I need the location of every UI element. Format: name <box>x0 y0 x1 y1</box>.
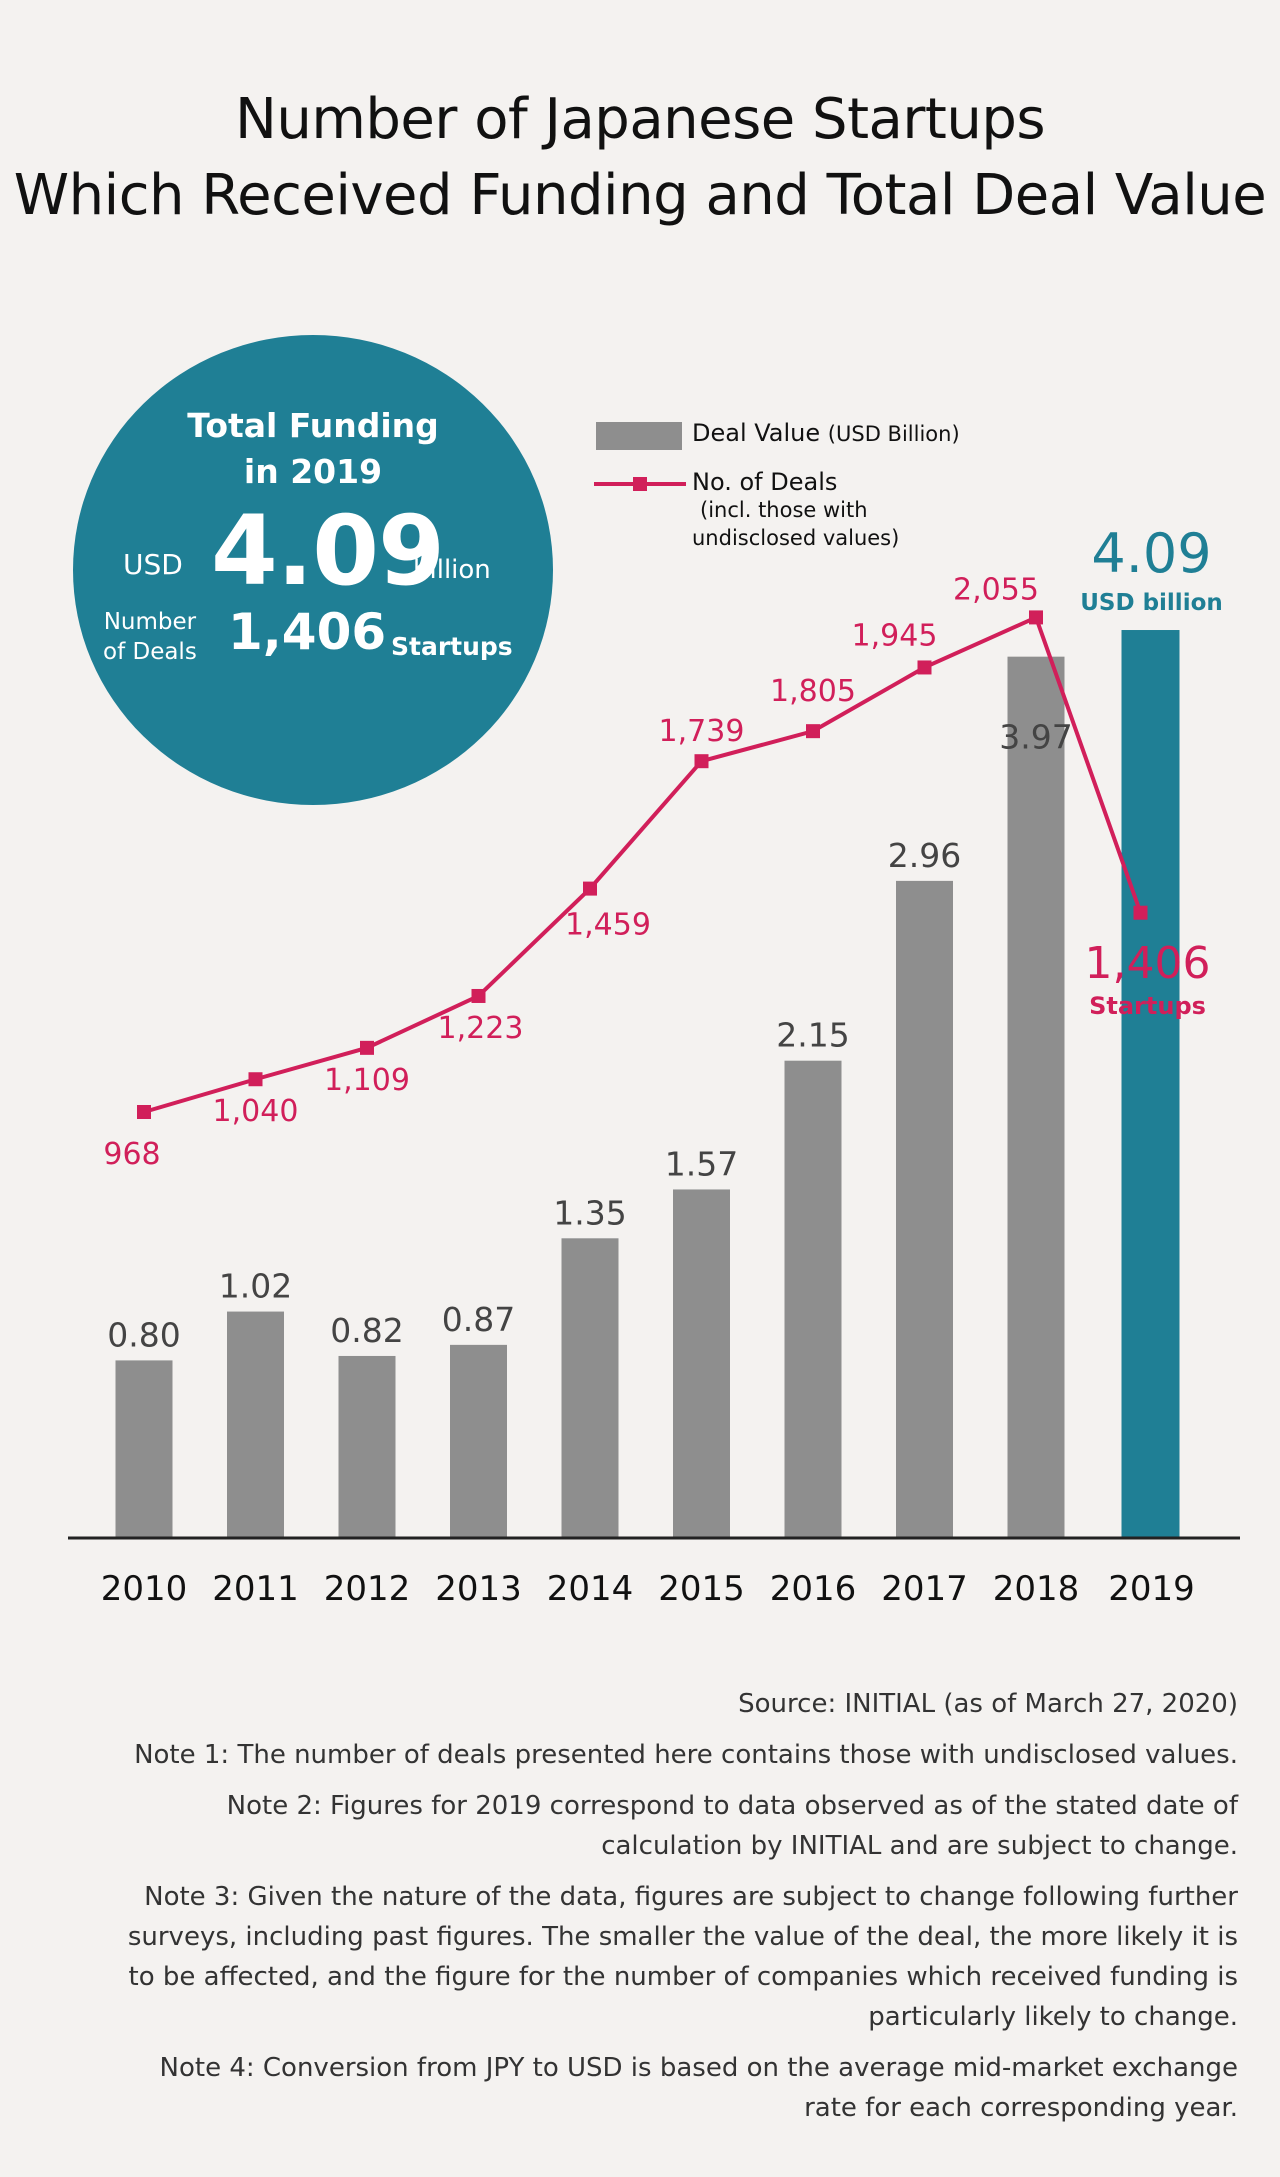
title-line-2: Which Received Funding and Total Deal Va… <box>13 163 1267 228</box>
note-2: Note 2: Figures for 2019 correspond to d… <box>18 1786 1238 1866</box>
deals-label-2015: 1,739 <box>659 714 745 749</box>
deals-label-2017: 1,945 <box>852 618 938 653</box>
total-funding-badge: Total Funding in 2019 USD 4.09 billion N… <box>73 335 553 805</box>
deals-label-2011: 1,040 <box>213 1094 299 1129</box>
bar-label-2010: 0.80 <box>107 1315 180 1354</box>
highlight-deals-label: 1,406 <box>1085 938 1211 989</box>
bar-labels-layer: 0.80 1.02 0.82 0.87 1.35 1.57 2.15 2.96 3.97 4.09… <box>107 522 1223 1354</box>
note-4-line-2: rate for each corresponding year. <box>804 2093 1238 2123</box>
bar-label-2013: 0.87 <box>442 1300 515 1339</box>
x-axis: 2010 2011 2012 2013 2014 2015 2016 2017 2018 2019 <box>68 1536 1240 1609</box>
note-3-line-4: particularly likely to change. <box>868 2002 1238 2032</box>
note-4: Note 4: Conversion from JPY to USD is ba… <box>18 2048 1238 2128</box>
note-1: Note 1: The number of deals presented he… <box>134 1740 1238 1770</box>
x-tick-2014: 2014 <box>547 1569 634 1609</box>
deals-marker-2013 <box>471 988 486 1003</box>
highlight-value-label: 4.09 <box>1091 522 1211 585</box>
bar-label-2017: 2.96 <box>888 836 961 875</box>
bar-label-2012: 0.82 <box>330 1311 403 1350</box>
legend-bars-unit: (USD Billion) <box>827 422 960 446</box>
bar-2011 <box>227 1311 284 1538</box>
badge-deals-value: 1,406 <box>228 603 387 661</box>
x-tick-2018: 2018 <box>993 1569 1080 1609</box>
bar-label-2015: 1.57 <box>665 1144 738 1183</box>
legend-swatches <box>594 422 686 491</box>
deals-label-2014: 1,459 <box>565 908 651 943</box>
legend-line-marker <box>633 477 647 491</box>
deals-label-2018: 2,055 <box>953 572 1039 607</box>
x-tick-2013: 2013 <box>435 1569 522 1609</box>
page-title: Number of Japanese Startups Which Receiv… <box>0 82 1280 234</box>
x-tick-2015: 2015 <box>658 1569 745 1609</box>
badge-heading-line-2: in 2019 <box>243 452 383 491</box>
note-3-line-2: surveys, including past figures. The sma… <box>127 1922 1238 1952</box>
bar-2014 <box>561 1238 619 1538</box>
deals-label-2016: 1,805 <box>770 674 856 709</box>
badge-currency: USD <box>123 548 183 581</box>
note-3-line-1: Note 3: Given the nature of the data, fi… <box>144 1882 1238 1912</box>
badge-heading-line-1: Total Funding <box>187 406 439 445</box>
bar-2016 <box>784 1060 842 1538</box>
title-line-1: Number of Japanese Startups <box>234 87 1046 152</box>
x-tick-2019: 2019 <box>1108 1569 1195 1609</box>
deals-marker-2018 <box>1029 610 1043 625</box>
x-tick-2011: 2011 <box>212 1569 299 1609</box>
deals-marker-2014 <box>583 881 597 896</box>
deals-marker-2012 <box>360 1040 374 1055</box>
bar-2012 <box>338 1355 396 1538</box>
legend-bars-label: Deal Value <box>692 419 821 447</box>
legend-line-note-1: (incl. those with <box>700 498 868 522</box>
source-note: Source: INITIAL (as of March 27, 2020) <box>738 1689 1238 1719</box>
badge-deals-label-line-1: Number <box>103 609 197 635</box>
deals-line <box>143 614 1143 1114</box>
line-layer: 968 1,040 1,109 1,223 1,459 1,739 1,805 1,945 2,… <box>103 572 1210 1172</box>
note-4-line-1: Note 4: Conversion from JPY to USD is ba… <box>159 2053 1238 2083</box>
bar-2018 <box>1007 656 1065 1538</box>
deals-label-2012: 1,109 <box>324 1063 410 1098</box>
bar-label-2016: 2.15 <box>776 1016 849 1055</box>
x-tick-2016: 2016 <box>770 1569 857 1609</box>
bar-2010 <box>115 1360 173 1538</box>
legend-bar-swatch <box>596 422 682 450</box>
badge-heading: Total Funding in 2019 <box>73 403 553 495</box>
bar-2019 <box>1121 630 1180 1538</box>
deals-marker-2016 <box>806 724 820 739</box>
badge-deals-label-line-2: of Deals <box>103 639 197 665</box>
note-3: Note 3: Given the nature of the data, fi… <box>18 1877 1238 2037</box>
bars-layer <box>115 630 1180 1538</box>
bar-label-2014: 1.35 <box>553 1193 626 1232</box>
badge-deals-unit: Startups <box>391 632 513 661</box>
badge-amount: 4.09 <box>211 495 445 607</box>
bar-label-2018: 3.97 <box>999 718 1072 757</box>
x-tick-2010: 2010 <box>101 1569 188 1609</box>
note-2-line-2: calculation by INITIAL and are subject t… <box>601 1831 1238 1861</box>
legend-bars: Deal Value (USD Billion) <box>692 419 960 447</box>
legend-line-label: No. of Deals <box>692 468 838 496</box>
deals-marker-2015 <box>694 754 709 769</box>
deals-marker-2010 <box>137 1105 151 1119</box>
note-2-line-1: Note 2: Figures for 2019 correspond to d… <box>226 1791 1238 1821</box>
highlight-value-unit: USD billion <box>1080 590 1223 616</box>
deals-marker-2019 <box>1133 905 1148 920</box>
highlight-deals-unit: Startups <box>1089 992 1206 1020</box>
bar-label-2011: 1.02 <box>219 1267 292 1306</box>
bar-2015 <box>673 1189 730 1538</box>
deals-label-2010: 968 <box>103 1137 160 1172</box>
bar-2013 <box>450 1344 507 1538</box>
note-3-line-3: to be affected, and the figure for the n… <box>128 1962 1238 1992</box>
x-tick-2012: 2012 <box>324 1569 411 1609</box>
deals-marker-2011 <box>248 1072 263 1087</box>
badge-deals-label: Number of Deals <box>103 607 197 667</box>
deals-label-2013: 1,223 <box>438 1011 524 1046</box>
bar-2017 <box>896 880 953 1538</box>
legend-line-note-2: undisclosed values) <box>692 526 900 550</box>
x-tick-2017: 2017 <box>881 1569 968 1609</box>
badge-unit: billion <box>413 555 491 585</box>
deals-marker-2017 <box>917 660 932 675</box>
